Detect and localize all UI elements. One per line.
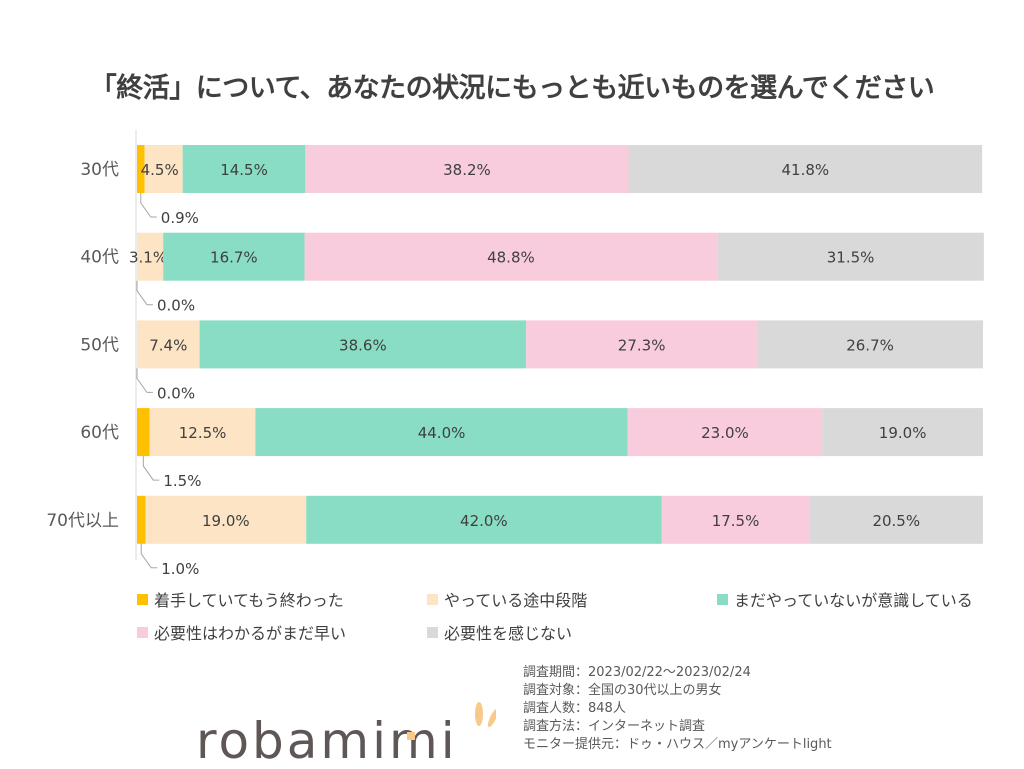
note-line: 調査対象：全国の30代以上の男女 [523,683,722,698]
bar-segment [305,145,629,193]
bar-segment [661,495,810,544]
data-label: 17.5% [712,512,760,530]
legend-item: まだやっていないが意識している [717,587,973,611]
data-label: 1.0% [161,560,199,578]
bar-segment [627,408,823,457]
svg-text:robamimi: robamimi [196,712,458,765]
data-label: 0.0% [157,297,195,315]
legend-swatch [137,626,148,638]
data-label: 27.3% [618,336,666,354]
bar-segment [137,320,200,369]
legend-label: 着手していてもう終わった [154,591,344,610]
bar-segment [137,495,146,544]
data-label: 41.8% [782,161,830,179]
category-label: 50代 [80,335,119,355]
legend-item: やっている途中段階 [427,587,587,611]
note-line: 調査方法：インターネット調査 [523,719,706,734]
bar-segment [757,320,983,369]
category-label: 30代 [80,160,119,180]
category-label: 70代以上 [46,511,119,531]
data-label: 12.5% [179,424,227,442]
leader-line [140,543,158,569]
data-label: 19.0% [879,424,927,442]
bar-segment [145,495,307,544]
legend-item: 必要性はわかるがまだ早い [137,620,346,644]
data-label: 20.5% [872,512,920,530]
bar-segment [199,320,527,369]
bar-segment [182,145,306,193]
leader-line [140,193,157,218]
data-label: 38.6% [339,336,387,354]
bar-segment [822,408,983,457]
legend-swatch [137,593,148,605]
leader-line [142,456,160,481]
category-label: 40代 [80,248,119,268]
category-label: 60代 [80,423,119,443]
data-label: 44.0% [418,424,466,442]
data-label: 16.7% [210,249,258,267]
data-label: 7.4% [149,336,187,354]
data-label: 3.1% [129,249,167,267]
bar-segment [255,408,628,457]
data-label: 19.0% [202,512,250,530]
bar-segment [717,232,984,281]
note-line: 調査人数：848人 [523,701,626,716]
data-label: 38.2% [443,161,491,179]
bar-segment [137,408,150,457]
chart-title: 「終活」について、あなたの状況にもっとも近いものを選んでください [89,73,935,104]
bar-segment [149,408,256,457]
leader-line [136,280,153,306]
bar-segment [304,232,718,281]
data-label: 42.0% [460,512,508,530]
legend-label: 必要性はわかるがまだ早い [154,624,347,643]
bar-segment [163,232,305,281]
note-line: 調査期間：2023/02/22～2023/02/24 [523,665,751,680]
bar-segment [809,495,983,544]
legend-swatch [427,593,438,605]
bar-segment [306,495,662,544]
legend-label: やっている途中段階 [444,591,588,610]
note-line: モニター提供元：ドゥ・ハウス／myアンケートlight [523,737,832,752]
bar-segment [144,145,183,193]
data-label: 48.8% [487,249,535,267]
bar-segment [137,232,164,281]
data-label: 1.5% [163,472,201,490]
survey-notes: 調査期間：2023/02/22～2023/02/24 調査対象：全国の30代以上… [523,664,832,754]
legend-label: まだやっていないが意識している [734,591,973,610]
data-label: 14.5% [220,161,268,179]
legend-item: 着手していてもう終わった [137,587,344,611]
data-label: 31.5% [827,249,875,267]
data-label: 0.9% [161,209,199,227]
legend-item: 必要性を感じない [427,620,572,644]
legend-swatch [717,593,728,605]
data-label: 4.5% [141,161,179,179]
data-label: 0.0% [157,384,195,402]
legend-label: 必要性を感じない [444,624,573,643]
robamimi-logo: robamimi [196,702,496,765]
bar-segment [628,145,983,193]
bar-segment [137,145,145,193]
legend-swatch [427,626,438,638]
bar-segment [526,320,758,369]
leader-line [136,368,153,393]
data-label: 23.0% [701,424,749,442]
data-label: 26.7% [846,336,894,354]
